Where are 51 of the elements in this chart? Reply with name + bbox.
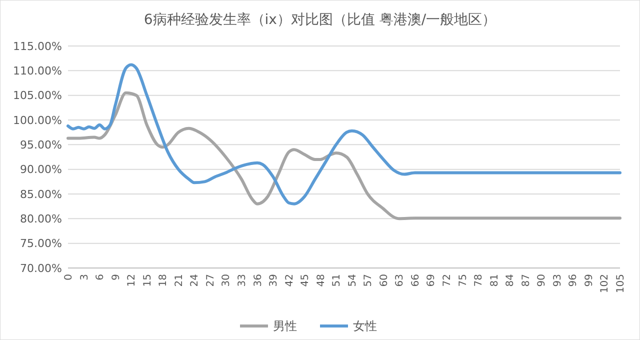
- x-tick-label: 96: [568, 274, 580, 287]
- chart-title: 6病种经验发生率（ix）对比图（比值 粤港澳/一般地区）: [144, 12, 496, 28]
- x-tick-label: 63: [394, 274, 406, 287]
- x-tick-label: 57: [363, 274, 374, 287]
- x-tick-label: 78: [474, 274, 485, 287]
- x-tick-label: 75: [458, 274, 469, 287]
- x-tick-label: 12: [126, 274, 138, 287]
- y-tick-label: 100.00%: [13, 114, 62, 127]
- x-tick-label: 48: [316, 274, 327, 287]
- y-tick-label: 95.00%: [20, 138, 62, 152]
- x-tick-label: 6: [95, 274, 106, 280]
- x-tick-label: 81: [489, 274, 500, 287]
- legend-label: 女性: [353, 319, 377, 334]
- x-tick-label: 33: [236, 274, 248, 287]
- x-tick-label: 0: [64, 274, 74, 280]
- x-tick-label: 72: [442, 274, 454, 287]
- x-tick-label: 54: [347, 274, 358, 287]
- x-tick-label: 18: [158, 274, 170, 287]
- x-tick-label: 51: [332, 274, 343, 287]
- x-tick-label: 21: [174, 274, 185, 287]
- x-tick-label: 93: [552, 274, 564, 287]
- legend-label: 男性: [273, 319, 297, 334]
- y-tick-label: 80.00%: [20, 212, 62, 226]
- x-tick-label: 102: [600, 274, 611, 294]
- y-tick-label: 115.00%: [13, 40, 62, 53]
- x-tick-label: 66: [410, 274, 422, 287]
- x-tick-label: 45: [300, 274, 312, 287]
- x-tick-label: 24: [190, 274, 201, 287]
- line-series: [66, 91, 622, 220]
- y-tick-label: 105.00%: [13, 89, 62, 102]
- y-tick-label: 90.00%: [20, 163, 62, 176]
- x-tick-label: 27: [205, 274, 216, 287]
- y-tick-label: 110.00%: [13, 64, 62, 78]
- y-tick-label: 75.00%: [20, 237, 62, 250]
- line-series: [66, 63, 622, 206]
- y-tick-label: 85.00%: [20, 188, 62, 201]
- x-tick-label: 90: [536, 274, 548, 287]
- x-tick-label: 69: [426, 274, 438, 287]
- x-tick-label: 30: [221, 274, 232, 287]
- x-tick-label: 15: [142, 274, 154, 287]
- x-tick-label: 36: [252, 274, 264, 287]
- x-tick-label: 84: [505, 274, 516, 287]
- x-tick-label: 3: [79, 274, 90, 280]
- x-tick-label: 87: [520, 274, 532, 287]
- x-tick-label: 42: [284, 274, 296, 287]
- x-tick-label: 99: [584, 274, 595, 287]
- x-tick-label: 60: [378, 274, 390, 287]
- x-tick-label: 9: [110, 274, 122, 280]
- y-tick-label: 70.00%: [20, 262, 62, 275]
- x-tick-label: 105: [616, 274, 626, 294]
- x-tick-label: 39: [268, 274, 280, 287]
